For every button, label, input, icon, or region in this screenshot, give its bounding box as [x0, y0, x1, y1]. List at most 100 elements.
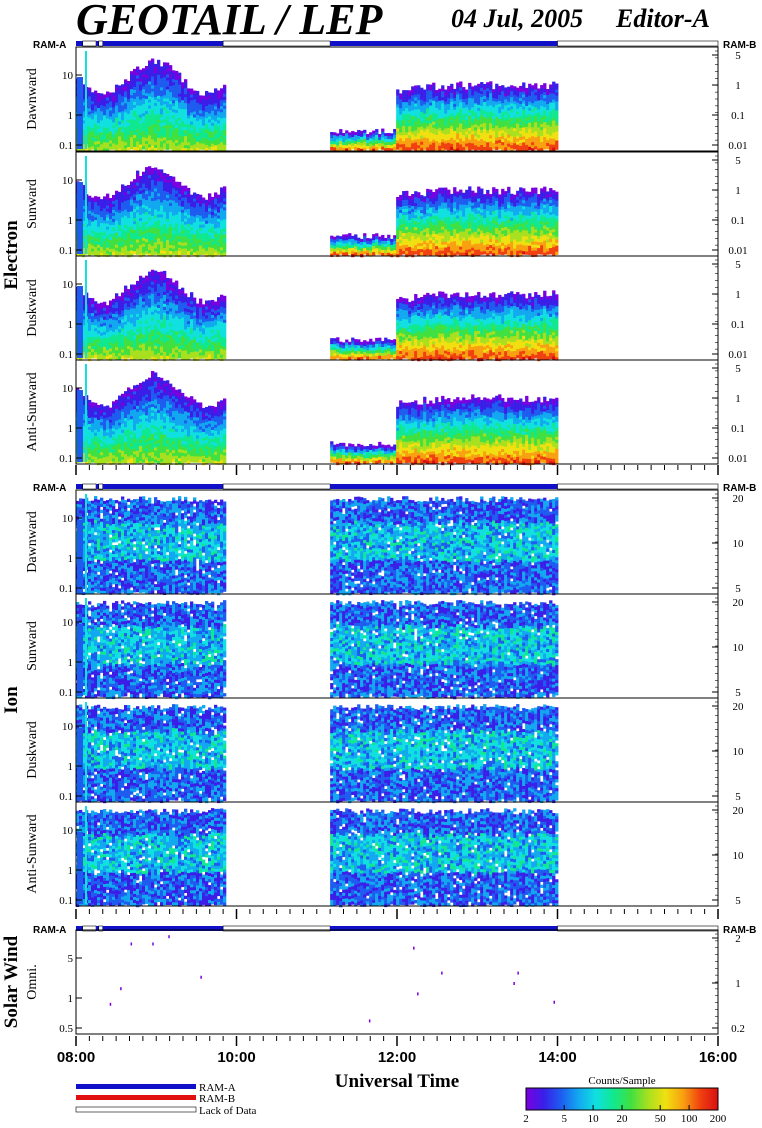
cell: [447, 109, 451, 114]
cell: [432, 236, 436, 241]
cell: [465, 89, 469, 93]
cell: [405, 126, 409, 130]
cell: [184, 100, 188, 104]
cell: [462, 234, 466, 239]
cell: [459, 243, 463, 247]
cell: [88, 246, 92, 251]
cell: [369, 138, 373, 142]
cell: [199, 134, 203, 138]
cell: [193, 252, 197, 256]
cell: [94, 129, 98, 133]
cell: [91, 110, 95, 114]
cell: [519, 85, 523, 90]
cell: [477, 195, 481, 199]
cell: [109, 122, 113, 126]
cell: [375, 239, 379, 243]
cell: [369, 244, 373, 248]
cell: [145, 209, 149, 213]
cell: [187, 235, 191, 240]
cell: [402, 203, 406, 207]
cell: [390, 148, 394, 152]
cell: [372, 148, 376, 152]
cell: [178, 114, 182, 118]
cell: [181, 236, 185, 240]
cell: [447, 91, 451, 96]
cell: [199, 227, 203, 231]
cell: [109, 128, 113, 132]
cell: [160, 175, 164, 179]
cell: [184, 221, 188, 225]
cell: [109, 140, 113, 144]
cell: [97, 123, 101, 127]
cell: [91, 131, 95, 135]
cell: [504, 203, 508, 207]
cell: [115, 238, 119, 243]
cell: [145, 170, 149, 174]
cell: [130, 131, 134, 135]
cell: [336, 133, 340, 137]
cell: [223, 84, 227, 89]
cell: [453, 253, 457, 257]
cell: [555, 146, 559, 150]
cell: [516, 226, 520, 231]
cell: [459, 222, 463, 226]
cell: [474, 97, 478, 101]
cell: [118, 224, 122, 229]
cell: [534, 238, 538, 242]
cell: [477, 95, 481, 100]
cell: [148, 187, 152, 191]
cell: [187, 106, 191, 110]
cell: [501, 236, 505, 241]
cell: [423, 223, 427, 227]
cell: [402, 239, 406, 243]
cell: [429, 192, 433, 196]
cell: [106, 220, 110, 224]
cell: [477, 143, 481, 148]
cell: [91, 134, 95, 138]
cell: [447, 189, 451, 193]
cell: [501, 230, 505, 235]
cell: [339, 141, 343, 145]
cell: [208, 143, 212, 147]
cell: [429, 207, 433, 211]
cell: [91, 122, 95, 126]
cell: [136, 209, 140, 213]
cell: [450, 193, 454, 198]
cell: [504, 108, 508, 112]
cell: [100, 232, 104, 236]
cell: [555, 239, 559, 243]
cell: [408, 147, 412, 151]
cell: [516, 117, 520, 121]
cell: [522, 142, 526, 146]
cell: [348, 245, 352, 249]
cell: [330, 147, 334, 151]
cell: [157, 220, 161, 224]
cell: [435, 228, 439, 232]
cell: [474, 240, 478, 245]
cell: [148, 90, 152, 94]
cell: [552, 220, 556, 224]
cell: [483, 137, 487, 142]
cell: [495, 239, 499, 244]
cell: [462, 144, 466, 148]
cell: [214, 103, 218, 107]
cell: [489, 87, 493, 91]
cell: [178, 141, 182, 145]
cell: [94, 208, 98, 212]
cell: [546, 239, 550, 243]
cell: [121, 232, 125, 236]
cell: [112, 131, 116, 135]
cell: [166, 176, 170, 181]
cell: [414, 133, 418, 137]
cell: [196, 147, 200, 152]
cell: [136, 144, 140, 148]
cell: [112, 215, 116, 220]
cell: [483, 209, 487, 213]
cell: [390, 145, 394, 149]
cell: [172, 94, 176, 98]
cell: [154, 185, 158, 189]
cell: [109, 116, 113, 120]
cell: [486, 139, 490, 143]
cell: [405, 90, 409, 94]
cell: [166, 221, 170, 226]
